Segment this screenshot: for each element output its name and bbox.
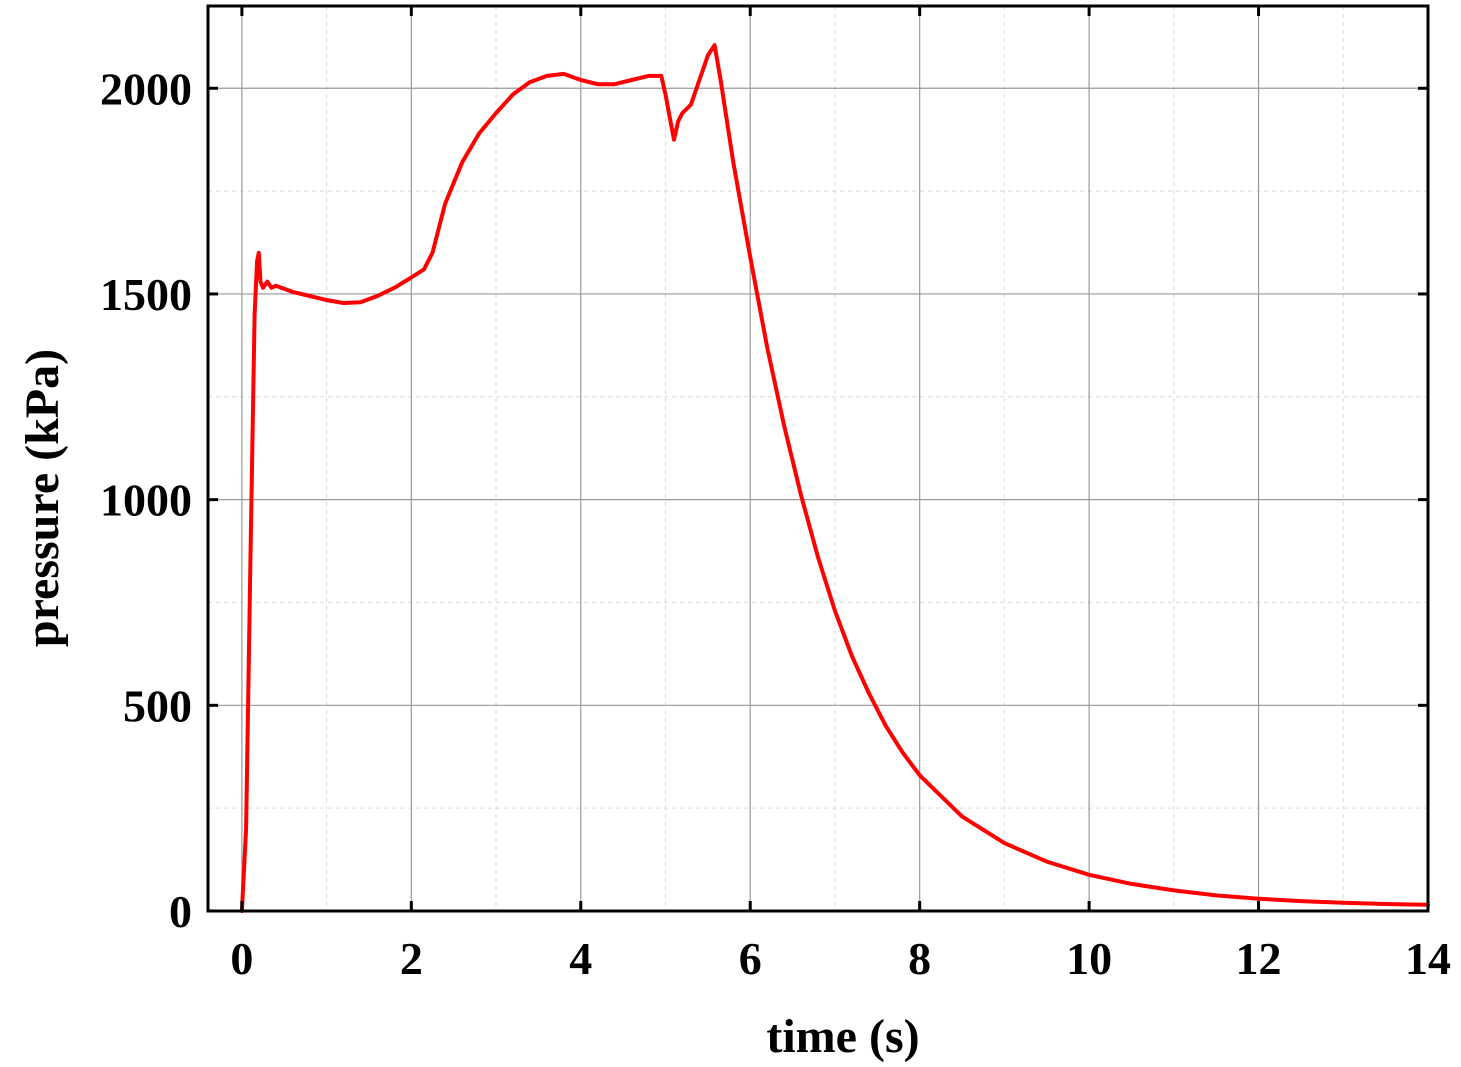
x-tick-labels: 0 2 4 6 8 10 12 14 [230, 933, 1451, 984]
y-tick-label: 2000 [100, 63, 192, 114]
x-tick-label: 14 [1405, 933, 1451, 984]
series-layer [239, 43, 1430, 913]
x-axis-title: time (s) [766, 1010, 919, 1063]
y-tick-label: 500 [123, 680, 192, 731]
y-tick-label: 1500 [100, 269, 192, 320]
x-tick-label: 0 [230, 933, 253, 984]
x-tick-label: 12 [1236, 933, 1282, 984]
y-axis-title: pressure (kPa) [16, 349, 69, 647]
x-tick-label: 10 [1066, 933, 1112, 984]
pressure-series-line [239, 43, 1430, 913]
y-tick-label: 1000 [100, 475, 192, 526]
x-tick-label: 2 [400, 933, 423, 984]
ticks [208, 6, 1430, 913]
y-tick-label: 0 [169, 886, 192, 937]
y-tick-labels: 0 500 1000 1500 2000 [100, 63, 192, 937]
plot-frame [206, 4, 1430, 913]
x-tick-label: 6 [739, 933, 762, 984]
x-tick-label: 8 [908, 933, 931, 984]
x-tick-label: 4 [569, 933, 592, 984]
grid [208, 6, 1429, 911]
